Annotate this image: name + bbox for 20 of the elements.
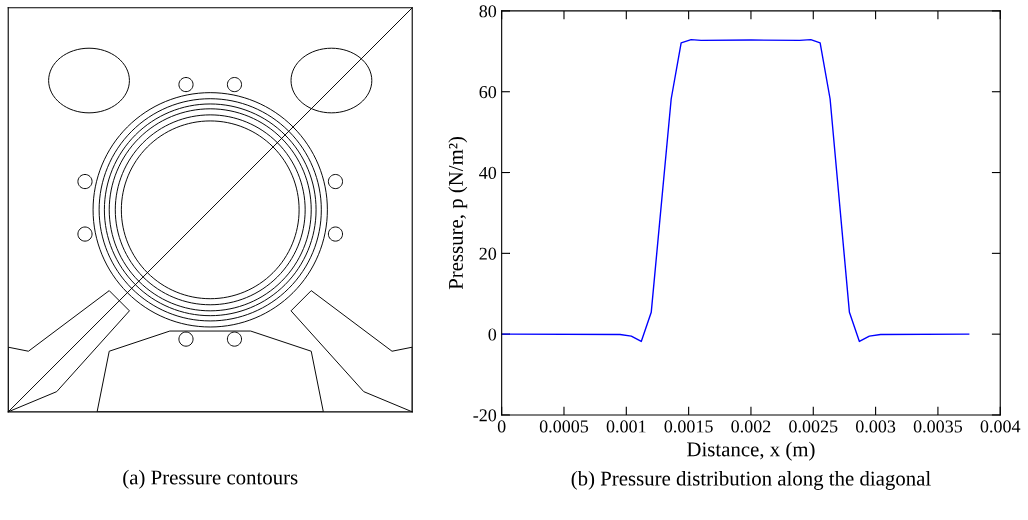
x-tick-label: 0.0025: [789, 420, 838, 433]
y-axis-title: Pressure, p (N/m²): [448, 136, 468, 290]
x-axis-title: Distance, x (m): [687, 441, 815, 461]
y-tick-label: 0: [488, 328, 497, 341]
x-tick-label: 0.003: [855, 420, 896, 433]
x-tick-label: 0.0005: [539, 420, 589, 433]
text: (b) Pressure distribution along the diagonal: [571, 470, 931, 490]
y-tick-label: -20: [473, 409, 497, 422]
x-tick-label: 0.0035: [913, 420, 963, 433]
text: (a) Pressure contours: [123, 469, 298, 489]
x-tick-label: 0.004: [980, 420, 1021, 433]
x-tick-label: 0: [497, 420, 506, 433]
y-tick-label: 60: [479, 85, 497, 99]
y-tick-label: 80: [479, 5, 497, 18]
y-tick-label: 20: [479, 247, 497, 260]
x-tick-label: 0.0015: [664, 420, 713, 433]
x-tick-label: 0.002: [731, 420, 771, 433]
line-series: [501, 38, 970, 343]
x-tick-label: 0.001: [606, 420, 646, 433]
y-tick-label: 40: [479, 166, 497, 179]
